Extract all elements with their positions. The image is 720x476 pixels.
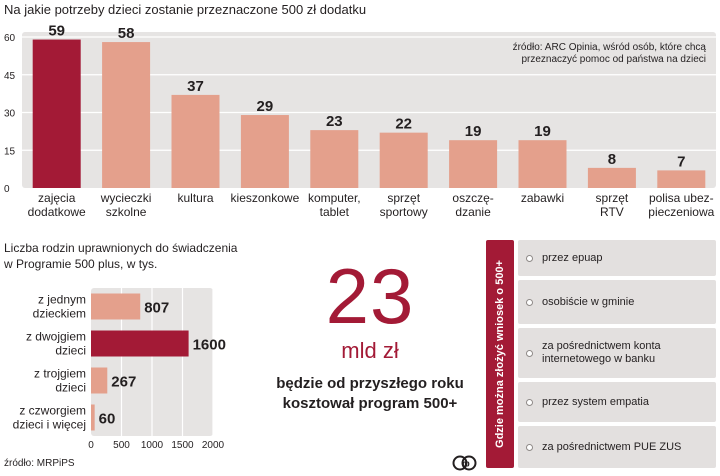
bullet-icon <box>526 349 533 357</box>
top-bar-value-label: 23 <box>326 113 343 130</box>
top-bar-value-label: 22 <box>395 116 412 133</box>
top-bar-value-label: 59 <box>48 23 65 40</box>
copyright-logo-icon: cp <box>452 455 478 471</box>
families-x-tick-label: 0 <box>88 440 94 451</box>
top-bar-value-label: 7 <box>677 153 685 170</box>
families-x-tick-label: 2000 <box>202 440 225 451</box>
top-bar <box>171 94 220 188</box>
cost-unit: mld zł <box>341 338 399 363</box>
top-bar-value-label: 8 <box>608 151 616 168</box>
families-chart-source: źródło: MRPiPS <box>4 458 75 469</box>
top-x-category-label: kieszonkowe <box>231 191 300 205</box>
method-empatia: przez system empatia <box>518 382 716 422</box>
families-plot-panel <box>91 288 213 436</box>
method-gmina: osobiście w gminie <box>518 280 716 324</box>
top-bar-value-label: 19 <box>465 123 482 140</box>
families-category-label: dzieci <box>55 344 86 358</box>
top-x-category-label: wycieczki <box>100 191 152 205</box>
top-x-category-label: zajęcia <box>38 191 76 205</box>
top-x-category-label: sprzęt <box>387 191 420 205</box>
families-bar-value-label: 267 <box>111 374 136 391</box>
method-label: przez system empatia <box>542 395 649 408</box>
families-category-label: z jednym <box>38 293 86 307</box>
families-category-label: dzieci <box>55 381 86 395</box>
top-x-category-label: oszczę- <box>452 191 493 205</box>
families-chart-title-line1: Liczba rodzin uprawnionych do świadczeni… <box>4 241 238 255</box>
top-bar-value-label: 37 <box>187 78 204 95</box>
families-x-tick-label: 1500 <box>171 440 194 451</box>
top-bar-value-label: 19 <box>534 123 551 140</box>
families-bar-value-label: 807 <box>144 300 169 317</box>
bullet-icon <box>526 254 533 262</box>
methods-side-label: Gdzie można złożyć wniosek o 500+ <box>494 260 506 448</box>
top-bar <box>240 115 289 188</box>
top-y-tick-label: 60 <box>4 33 16 44</box>
families-category-label: z trojgiem <box>34 367 86 381</box>
method-label: za pośrednictwem konta internetowego w b… <box>542 340 661 365</box>
top-bar <box>518 140 567 188</box>
top-x-category-label: kultura <box>177 191 213 205</box>
top-bar <box>32 39 81 188</box>
top-x-category-label: dodatkowe <box>28 205 86 219</box>
families-bar <box>91 367 108 394</box>
families-x-tick-label: 1000 <box>141 440 164 451</box>
top-x-category-label: tablet <box>320 205 350 219</box>
method-label: za pośrednictwem PUE ZUS <box>542 440 682 453</box>
families-category-label: z dwojgiem <box>26 330 86 344</box>
top-bar <box>102 42 151 189</box>
method-bank: za pośrednictwem konta internetowego w b… <box>518 328 716 378</box>
top-x-category-label: pieczeniowa <box>648 205 714 219</box>
top-y-tick-label: 30 <box>4 109 16 120</box>
bullet-icon <box>526 298 533 306</box>
bullet-icon <box>526 443 533 451</box>
top-x-category-label: sprzęt <box>596 191 629 205</box>
families-bar-value-label: 60 <box>99 411 116 428</box>
top-x-category-label: szkolne <box>106 205 147 219</box>
top-y-tick-label: 45 <box>4 71 16 82</box>
top-bar <box>310 130 359 188</box>
top-x-category-label: dzanie <box>455 205 491 219</box>
method-epuap: przez epuap <box>518 240 716 276</box>
top-bar-value-label: 29 <box>257 98 274 115</box>
bullet-icon <box>526 398 533 406</box>
cost-caption: będzie od przyszłego roku kosztował prog… <box>276 375 464 412</box>
application-methods-panel: Gdzie można złożyć wniosek o 500+ przez … <box>486 240 716 468</box>
top-x-category-label: komputer, <box>308 191 361 205</box>
top-x-category-label: RTV <box>600 205 624 219</box>
families-chart-title: Liczba rodzin uprawnionych do świadczeni… <box>4 240 237 272</box>
top-y-tick-label: 0 <box>4 184 10 195</box>
method-label: przez epuap <box>542 251 603 264</box>
families-x-tick-label: 500 <box>113 440 130 451</box>
families-category-label: dzieckiem <box>33 307 86 321</box>
top-x-category-label: zabawki <box>521 191 564 205</box>
families-bar <box>91 404 95 431</box>
families-category-label: dzieci i więcej <box>13 418 86 432</box>
top-bar <box>449 140 498 188</box>
top-y-tick-label: 15 <box>4 146 16 157</box>
top-bar-value-label: 58 <box>118 25 135 42</box>
top-bar <box>657 170 706 188</box>
copyright-logo-icon-svg: cp <box>452 455 477 471</box>
top-chart-title: Na jakie potrzeby dzieci zostanie przezn… <box>4 2 367 17</box>
copyright-mark-text: cp <box>462 459 470 469</box>
top-chart-source: źródło: ARC Opinia, wśród osób, które ch… <box>512 42 706 65</box>
top-bar <box>379 132 428 188</box>
top-x-category-label: polisa ubez- <box>649 191 714 205</box>
families-bar <box>91 330 189 357</box>
families-bar <box>91 293 141 320</box>
methods-side-bar: Gdzie można złożyć wniosek o 500+ <box>486 240 514 468</box>
top-x-category-label: sportowy <box>380 205 428 219</box>
families-chart-title-line2: w Programie 500 plus, w tys. <box>4 257 158 271</box>
method-pue-zus: za pośrednictwem PUE ZUS <box>518 426 716 468</box>
cost-number: 23 <box>325 252 415 340</box>
families-category-label: z czworgiem <box>19 404 86 418</box>
top-bar <box>587 167 636 188</box>
method-label: osobiście w gminie <box>542 295 635 308</box>
families-bar-value-label: 1600 <box>193 337 226 354</box>
